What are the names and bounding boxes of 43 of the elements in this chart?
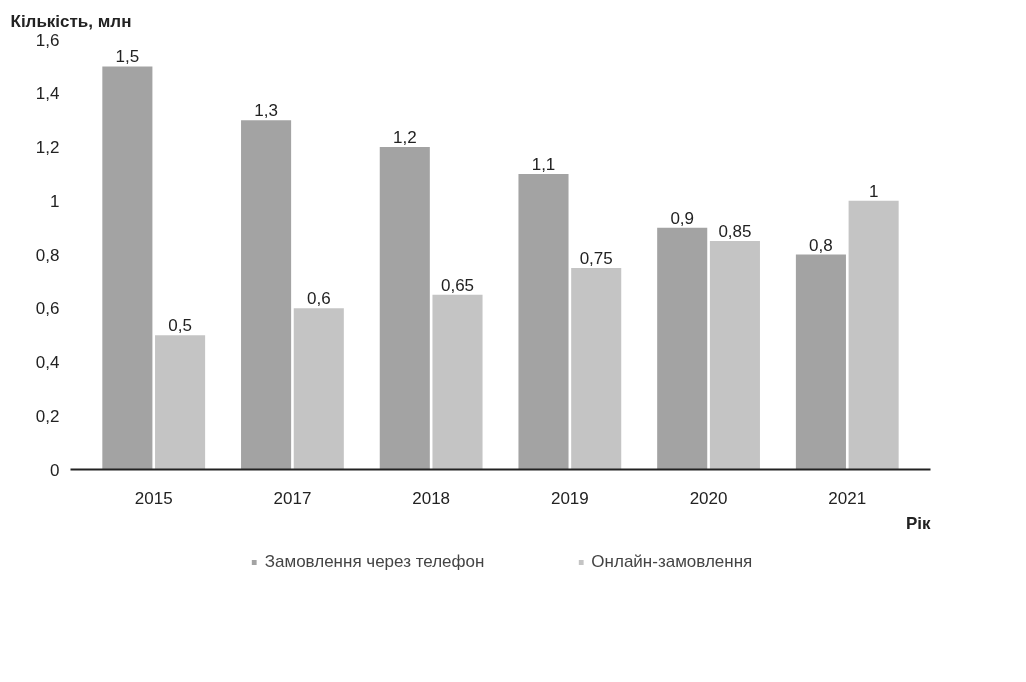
y-tick-label: 1,4 — [35, 84, 60, 104]
bar — [657, 227, 708, 470]
data-label: 1,3 — [254, 101, 278, 121]
y-tick-label: 0,6 — [35, 299, 60, 319]
x-tick-label: 2017 — [273, 488, 312, 508]
y-tick-label: 0,4 — [35, 353, 60, 372]
y-tick-label: 0,8 — [35, 245, 60, 265]
bar — [518, 173, 569, 470]
data-label: 0,9 — [670, 208, 695, 228]
data-label: 1,5 — [115, 47, 140, 67]
data-label: 0,75 — [579, 248, 613, 268]
bar — [241, 120, 292, 470]
bar — [155, 335, 206, 470]
y-tick-label: 0 — [50, 460, 60, 480]
y-tick-label: 0,2 — [35, 406, 60, 426]
x-tick-label: 2018 — [412, 488, 451, 508]
bar — [709, 241, 760, 470]
data-label: 0,5 — [168, 316, 192, 336]
bar — [571, 267, 622, 470]
bar — [379, 147, 430, 470]
x-tick-label: 2019 — [550, 488, 589, 508]
legend-label: Онлайн-замовлення — [591, 552, 753, 572]
data-label: 0,8 — [809, 235, 833, 255]
data-label: 0,65 — [440, 275, 475, 295]
data-label: 0,6 — [306, 289, 331, 309]
x-tick-label: 2021 — [828, 488, 867, 508]
legend-label: Замовлення через телефон — [264, 552, 485, 572]
x-tick-label: 2015 — [134, 488, 173, 508]
x-axis-title: Рік — [905, 513, 931, 533]
y-tick-label: 1,6 — [35, 30, 60, 50]
bar — [102, 66, 153, 470]
data-label: 1 — [868, 181, 879, 201]
y-tick-label: 1,2 — [35, 138, 60, 157]
x-tick-label: 2020 — [689, 488, 728, 508]
data-label: 1,2 — [392, 128, 417, 147]
bar — [293, 308, 344, 470]
bar — [432, 294, 483, 470]
bar — [848, 200, 899, 470]
y-tick-label: 1 — [50, 191, 60, 211]
y-axis-title: Кількість, млн — [10, 11, 132, 31]
bar — [795, 254, 846, 470]
data-label: 1,1 — [531, 154, 556, 174]
data-label: 0,85 — [718, 222, 752, 242]
